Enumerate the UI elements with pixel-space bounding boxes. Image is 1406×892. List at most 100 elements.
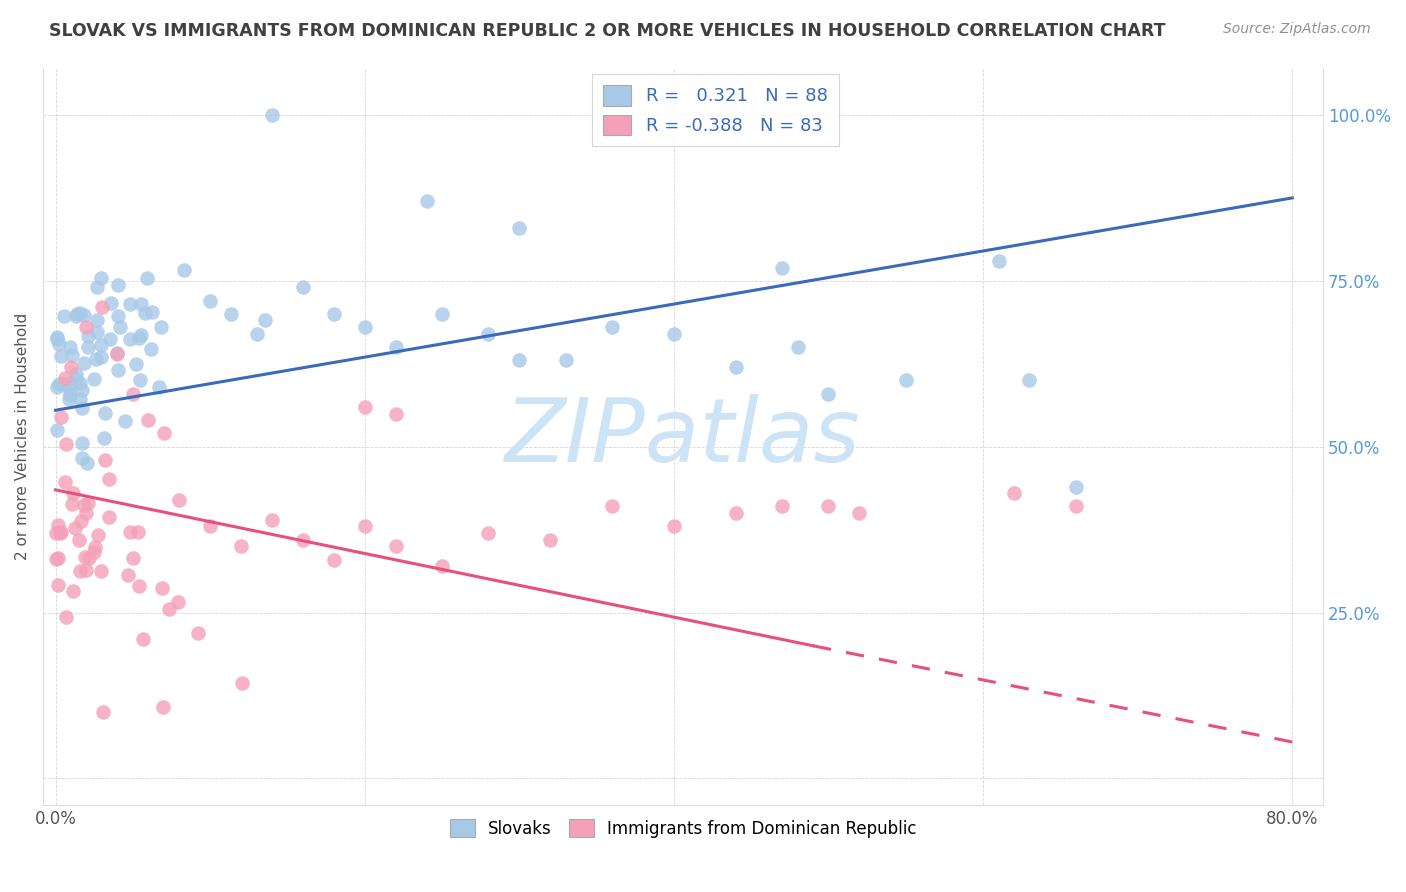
Point [45, 525, 67, 540]
Point [65, 372, 87, 386]
Point [107, 363, 129, 377]
Point [135, 271, 157, 285]
Point [1002, 486, 1025, 500]
Point [75, 549, 97, 564]
Point [724, 360, 747, 375]
Point [70, 401, 93, 415]
Point [353, 320, 375, 334]
Point [148, 380, 170, 394]
Point [70, 383, 93, 397]
Point [127, 524, 149, 539]
Point [150, 320, 173, 334]
Point [75, 506, 97, 520]
Point [166, 595, 188, 609]
Point [55, 437, 77, 451]
Point [48, 377, 70, 392]
Point [48, 578, 70, 592]
Point [49, 525, 72, 540]
Point [129, 296, 152, 310]
Point [69, 376, 91, 390]
Point [52, 377, 75, 392]
Point [662, 519, 685, 533]
Point [46, 550, 69, 565]
Point [76, 320, 98, 334]
Point [60, 349, 83, 363]
Point [152, 426, 174, 441]
Point [76, 340, 98, 354]
Point [90, 270, 112, 285]
Point [141, 343, 163, 357]
Point [91, 301, 114, 315]
Point [231, 676, 253, 690]
Point [69, 515, 91, 529]
Point [817, 386, 839, 401]
Point [62, 486, 84, 500]
Point [120, 525, 142, 540]
Point [122, 551, 145, 566]
Point [120, 332, 142, 346]
Point [260, 108, 283, 122]
Point [83, 372, 105, 386]
Point [157, 602, 180, 616]
Point [77, 329, 100, 343]
Point [107, 278, 129, 293]
Point [86, 325, 108, 339]
Point [384, 407, 406, 421]
Point [131, 328, 153, 343]
Point [62, 583, 84, 598]
Point [136, 413, 159, 427]
Point [322, 552, 344, 566]
Point [105, 347, 128, 361]
Point [117, 568, 139, 582]
Y-axis label: 2 or more Vehicles in Household: 2 or more Vehicles in Household [15, 313, 30, 560]
Point [65, 309, 87, 323]
Point [1064, 479, 1087, 493]
Point [90, 351, 112, 365]
Point [353, 519, 375, 533]
Point [107, 310, 129, 324]
Point [93, 706, 115, 720]
Point [198, 293, 221, 308]
Point [894, 373, 917, 387]
Point [430, 559, 453, 574]
Point [86, 313, 108, 327]
Point [98, 472, 121, 486]
Point [120, 296, 142, 310]
Point [59, 388, 82, 402]
Point [60, 497, 83, 511]
Point [987, 254, 1010, 268]
Point [245, 326, 267, 341]
Point [73, 356, 96, 370]
Point [173, 263, 195, 277]
Point [55, 610, 77, 624]
Legend: Slovaks, Immigrants from Dominican Republic: Slovaks, Immigrants from Dominican Repub… [443, 813, 924, 845]
Point [322, 307, 344, 321]
Point [508, 220, 530, 235]
Point [83, 544, 105, 558]
Point [87, 528, 110, 542]
Point [76, 457, 98, 471]
Point [45, 552, 67, 566]
Point [353, 400, 375, 414]
Point [58, 392, 80, 406]
Point [84, 540, 107, 554]
Point [384, 539, 406, 553]
Point [46, 380, 69, 394]
Point [1064, 500, 1087, 514]
Point [70, 451, 93, 466]
Point [125, 357, 148, 371]
Point [508, 353, 530, 368]
Point [46, 423, 69, 437]
Point [150, 581, 173, 595]
Point [52, 309, 75, 323]
Point [59, 376, 82, 390]
Point [49, 409, 72, 424]
Point [60, 360, 83, 375]
Text: SLOVAK VS IMMIGRANTS FROM DOMINICAN REPUBLIC 2 OR MORE VEHICLES IN HOUSEHOLD COR: SLOVAK VS IMMIGRANTS FROM DOMINICAN REPU… [49, 22, 1166, 40]
Point [662, 326, 685, 341]
Point [69, 564, 91, 578]
Point [46, 518, 69, 533]
Point [198, 519, 221, 533]
Point [45, 332, 67, 346]
Point [98, 332, 121, 346]
